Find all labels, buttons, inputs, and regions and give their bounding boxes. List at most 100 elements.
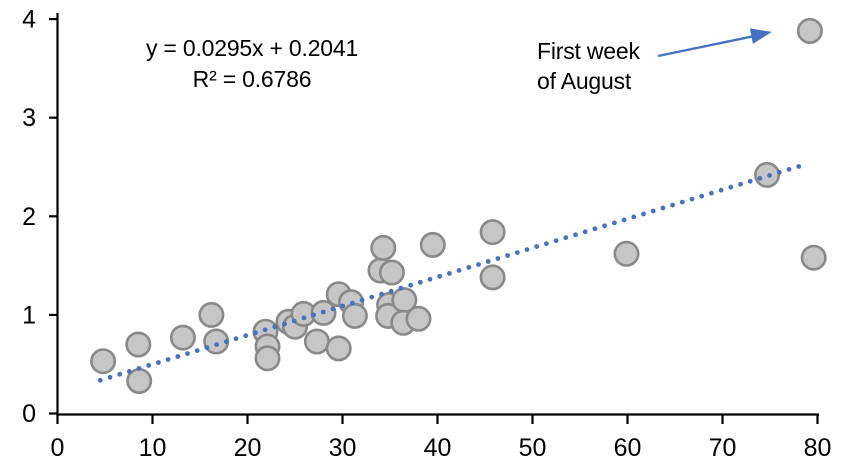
trendline-dot [582,229,588,235]
scatter-point [405,305,432,332]
y-tick-label: 3 [22,104,36,132]
trendline-dot [282,321,287,327]
trendline-dot [679,199,685,205]
trendline-dot [369,294,375,300]
trendline-dot [136,366,142,371]
trendline-dot [709,190,714,196]
trendline-dot [233,336,239,342]
trendline-dot [437,273,443,279]
trendline-dot [185,351,190,356]
trendline-dot [107,374,113,380]
y-tick-label: 0 [22,400,36,428]
trendline-dot [612,220,617,226]
trendline-dot [320,309,326,315]
equation-text: y = 0.0295x + 0.2041 [145,35,359,61]
trendline-dot [398,285,404,291]
annotation-label: First week of August [537,36,640,96]
trendline-dot [505,253,510,258]
trendline-dot [747,178,753,184]
scatter-point [254,345,281,372]
trendline-dot [796,164,802,169]
scatter-point [479,219,506,246]
scatter-point [303,328,330,355]
trendline-dot [767,173,772,178]
trendline-group [97,164,802,383]
trendline-dot [262,327,268,333]
trendline-dot [117,371,123,377]
trendline-dot [194,348,200,353]
annotation-arrow [657,28,772,58]
trendline-dot [553,238,559,244]
scatter-point [479,264,506,291]
trendline-dot [621,217,627,223]
trendline-dot [311,312,316,318]
scatter-point [169,324,196,351]
scatter-point [754,161,781,188]
trendline-dot [340,303,346,309]
trendline-dot [456,268,462,273]
y-tick-label: 1 [22,301,36,329]
trendline-dot [466,265,472,270]
r-squared-text: R² = 0.6786 [192,66,312,92]
trendline-dot [272,324,278,330]
annotation-line-1: First week [537,38,640,64]
arrow-shaft [657,35,753,58]
trendline-dot [204,345,210,350]
trendline-dot [97,377,103,383]
trendline-equation-block: y = 0.0295x + 0.2041 R² = 0.6786 [146,33,358,95]
trendline-dot [408,282,413,288]
scatter-point [796,17,823,44]
y-tick-label: 2 [22,203,36,231]
scatter-point [370,234,397,261]
trendline-dot [573,232,578,238]
trendline-dot [670,202,675,208]
trendline-dot [126,369,132,374]
trendline-dot [214,342,220,347]
trendline-dot [660,205,666,211]
trendline-dot [223,339,229,345]
trendline-dot [447,271,452,276]
x-tick-label: 30 [329,434,357,462]
x-tick-label: 60 [614,434,642,462]
scatter-point [341,302,368,329]
trendline-dot [165,357,171,362]
trendline-dot [485,259,491,264]
scatter-point [378,259,405,286]
trendline-dot [388,288,394,294]
trendline-dot [495,256,501,261]
scatter-points-group [90,17,827,394]
trendline-dot [291,318,297,324]
annotation-line-2: of August [537,68,632,94]
x-tick-label: 0 [51,434,65,462]
trendline-dot [243,333,249,339]
trendline-dot [602,223,607,229]
arrow-head [749,28,772,44]
trendline-dot [359,297,365,303]
trendline-dot [738,181,743,187]
trendline-dot [417,279,423,285]
trendline-dot [689,196,695,202]
trendline-dot [524,247,530,253]
trendline-dot [156,360,161,365]
x-tick-label: 40 [424,434,452,462]
scatter-point [198,301,225,328]
trendline-dot [175,354,181,359]
axes-group [49,13,819,424]
trendline-dot [776,170,782,175]
trendline-dot [514,250,520,256]
trendline-dot [544,241,549,247]
trendline-dot [699,193,705,199]
trendline-dot [379,291,384,297]
scatter-point [613,240,640,267]
trendline-dot [592,226,598,232]
scatter-point [90,348,117,375]
trendline-dot [650,208,656,214]
trendline-dot [641,211,646,217]
trendline-dot [786,167,792,172]
trendline-dot [631,214,637,220]
trendline-dot [330,306,336,312]
trendline-dot [728,184,734,190]
